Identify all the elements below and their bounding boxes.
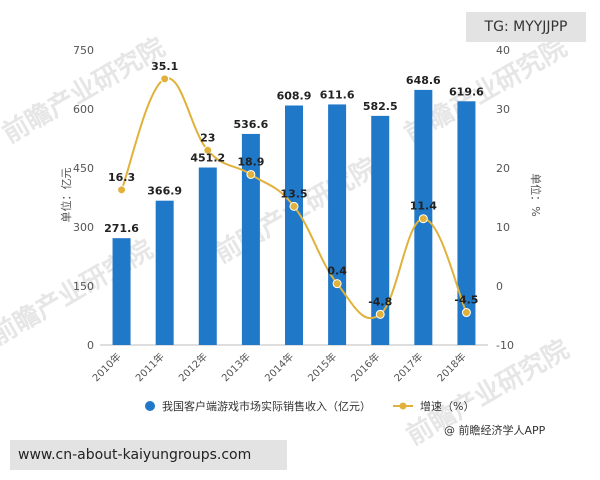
line-value-label: 35.1: [151, 60, 178, 73]
y-left-tick-label: 150: [73, 280, 94, 293]
x-tick-label: 2016年: [348, 350, 382, 384]
y-right-tick-label: 40: [496, 44, 510, 57]
y-right-tick-label: 20: [496, 162, 510, 175]
bar-series: [112, 89, 476, 346]
line-point: [375, 309, 385, 319]
line-value-label: 11.4: [410, 200, 437, 213]
bar-value-label: 536.6: [233, 118, 268, 131]
legend-swatch-bar: [145, 401, 155, 411]
bar-value-label: 608.9: [277, 89, 312, 102]
bar: [371, 115, 390, 345]
line-value-label: 0.4: [327, 265, 347, 278]
bar: [457, 101, 476, 345]
legend-label-bar: 我国客户端游戏市场实际销售收入（亿元）: [162, 399, 371, 413]
y-left-tick-label: 450: [73, 162, 94, 175]
line-point: [246, 169, 256, 179]
url-banner: www.cn-about-kaiyungroups.com: [10, 440, 287, 470]
data-labels: 271.6 366.9 451.2 536.6 608.9 611.6 582.5 648.6…: [104, 60, 484, 308]
legend-label-line: 增速（%）: [420, 399, 474, 413]
bar-value-label: 611.6: [320, 88, 355, 101]
line-value-label: -4.8: [368, 295, 392, 308]
y-right-tick-label: 0: [496, 280, 503, 293]
line-point: [418, 214, 428, 224]
line-point: [160, 74, 170, 84]
bar: [198, 167, 217, 345]
y-right-tick-label: 10: [496, 221, 510, 234]
y-left-axis-title: 单位：亿元: [59, 168, 73, 223]
x-tick-label: 2012年: [176, 350, 210, 384]
line-value-label: 13.5: [280, 187, 307, 200]
bar-value-label: 619.6: [449, 85, 484, 98]
x-tick-label: 2018年: [434, 350, 468, 384]
line-value-label: -4.5: [454, 294, 478, 307]
line-value-label: 18.9: [237, 155, 264, 168]
bar: [285, 105, 303, 346]
line-value-label: 23: [200, 131, 215, 144]
source-credit: @ 前瞻经济学人APP: [444, 424, 546, 437]
line-series: [117, 74, 471, 320]
y-right-tick-label: -10: [496, 339, 514, 352]
y-right-axis-title: 单位：%: [529, 173, 543, 216]
line-point: [203, 145, 213, 155]
line-point: [117, 185, 127, 195]
bar-value-label: 271.6: [104, 222, 139, 235]
bar-value-label: 648.6: [406, 74, 441, 87]
y-left-tick-label: 750: [73, 44, 94, 57]
x-tick-label: 2017年: [391, 350, 425, 384]
bar-value-label: 582.5: [363, 100, 398, 113]
line-point: [461, 308, 471, 318]
tg-badge: TG: MYYJJPP: [466, 12, 586, 42]
line-point: [289, 201, 299, 211]
x-tick-label: 2014年: [262, 350, 296, 384]
legend: 我国客户端游戏市场实际销售收入（亿元） 增速（%）: [145, 399, 474, 413]
bar: [241, 133, 260, 345]
legend-swatch-line-marker: [399, 402, 407, 410]
x-tick-label: 2010年: [89, 350, 123, 384]
bar-value-label: 451.2: [190, 152, 225, 165]
y-right-tick-label: 30: [496, 103, 510, 116]
bar: [112, 238, 131, 345]
bar: [328, 104, 347, 345]
line-point: [332, 279, 342, 289]
y-left-tick-label: 600: [73, 103, 94, 116]
x-tick-label: 2015年: [305, 350, 339, 384]
y-left-tick-label: 300: [73, 221, 94, 234]
y-left-tick-label: 0: [87, 339, 94, 352]
line-value-label: 16.3: [108, 171, 135, 184]
bar-value-label: 366.9: [147, 185, 182, 198]
x-tick-label: 2013年: [219, 350, 253, 384]
bar: [155, 200, 174, 345]
x-tick-label: 2011年: [133, 350, 167, 384]
